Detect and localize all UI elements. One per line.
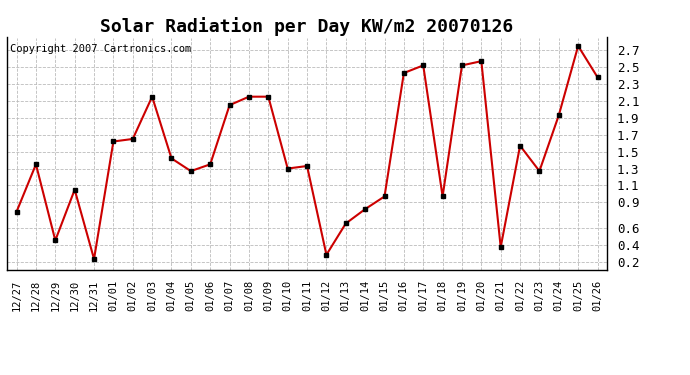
Text: Copyright 2007 Cartronics.com: Copyright 2007 Cartronics.com <box>10 45 191 54</box>
Title: Solar Radiation per Day KW/m2 20070126: Solar Radiation per Day KW/m2 20070126 <box>101 17 513 36</box>
